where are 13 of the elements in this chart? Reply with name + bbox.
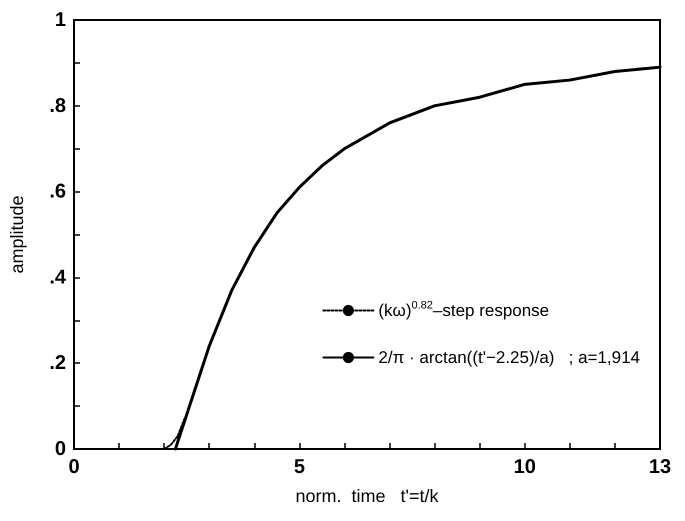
- y-tick-label: .4: [49, 266, 67, 288]
- x-tick-label: 13: [648, 456, 672, 478]
- x-axis-title: norm. time t'=t/k: [296, 486, 440, 506]
- y-axis-title: amplitude: [7, 195, 27, 274]
- x-tick-label: 0: [68, 456, 80, 478]
- y-tick-label: 0: [54, 438, 66, 460]
- legend-label: 2/π · arctan((t'−2.25)/a) ; a=1,914: [378, 348, 640, 367]
- x-tick-label: 5: [294, 456, 305, 478]
- y-tick-label: .8: [49, 94, 66, 117]
- x-tick-label: 10: [514, 456, 536, 478]
- y-tick-label: 1: [54, 9, 66, 31]
- y-tick-label: .2: [49, 352, 66, 374]
- y-tick-label: .6: [49, 180, 66, 203]
